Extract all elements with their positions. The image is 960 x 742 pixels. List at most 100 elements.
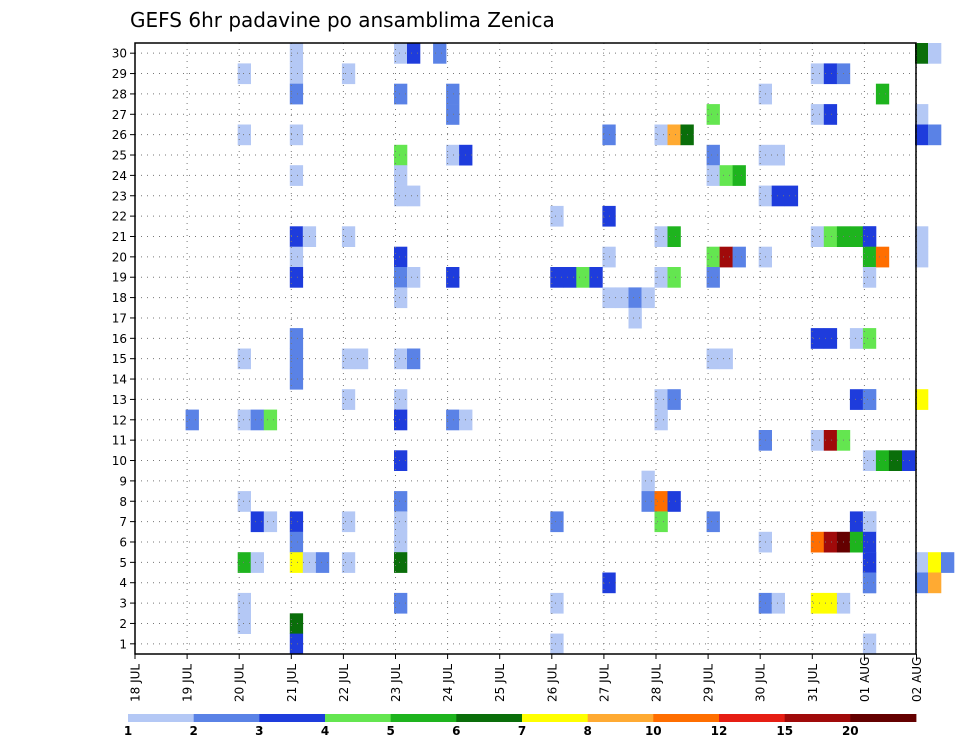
precip-cell bbox=[394, 83, 408, 105]
precip-cell bbox=[706, 267, 720, 288]
precip-cell bbox=[706, 144, 720, 166]
precip-cell bbox=[394, 491, 408, 512]
precip-cell bbox=[576, 267, 590, 288]
precip-cell bbox=[654, 267, 668, 288]
y-tick-label: 21 bbox=[112, 230, 127, 244]
colorbar-label: 20 bbox=[842, 724, 859, 738]
colorbar-label: 2 bbox=[190, 724, 198, 738]
x-tick-label: 19 JUL bbox=[181, 664, 195, 702]
precip-cell bbox=[667, 124, 681, 146]
x-tick-label: 01 AUG bbox=[858, 657, 872, 702]
y-tick-label: 8 bbox=[119, 495, 127, 509]
colorbar-label: 7 bbox=[518, 724, 526, 738]
precip-cell bbox=[237, 124, 251, 146]
y-tick-label: 2 bbox=[119, 617, 127, 631]
precip-cell bbox=[823, 226, 838, 247]
x-tick-label: 27 JUL bbox=[597, 664, 611, 702]
precip-cell bbox=[289, 43, 304, 64]
precip-cell bbox=[862, 328, 877, 349]
x-tick-label: 22 JUL bbox=[337, 664, 351, 702]
precip-cell bbox=[250, 552, 264, 573]
precip-cell bbox=[354, 348, 369, 370]
precip-cell bbox=[394, 592, 408, 614]
x-tick-label: 21 JUL bbox=[285, 664, 299, 702]
precip-cell bbox=[706, 348, 720, 370]
y-tick-label: 13 bbox=[112, 393, 127, 407]
precip-cell bbox=[875, 450, 890, 471]
y-tick-label: 1 bbox=[119, 637, 127, 651]
precip-cell bbox=[875, 246, 890, 268]
precip-cell bbox=[732, 246, 746, 268]
plot-frame bbox=[134, 42, 917, 655]
precip-cell bbox=[862, 267, 877, 288]
precip-cell bbox=[810, 63, 825, 85]
colorbar-label: 1 bbox=[124, 724, 132, 738]
precip-cells bbox=[185, 43, 955, 655]
y-tick-label: 9 bbox=[119, 474, 127, 488]
y-axis-ticks: 1234567891011121314151617181920212223242… bbox=[112, 47, 135, 651]
colorbar-swatch bbox=[522, 714, 589, 722]
precip-cell bbox=[315, 552, 330, 573]
colorbar-swatch bbox=[850, 714, 917, 722]
precip-cell bbox=[407, 348, 421, 370]
colorbar-swatch bbox=[193, 714, 260, 722]
precip-cell bbox=[810, 226, 825, 247]
precip-cell bbox=[771, 185, 785, 207]
chart-title: GEFS 6hr padavine po ansamblima Zenica bbox=[130, 8, 555, 32]
precip-cell bbox=[719, 165, 733, 186]
precip-cell bbox=[928, 552, 942, 573]
y-tick-label: 5 bbox=[119, 556, 127, 570]
y-tick-label: 10 bbox=[112, 454, 127, 468]
precip-cell bbox=[394, 409, 408, 431]
colorbar: 1 2 3 4 5 6 7 8 10 12 15 20 bbox=[124, 714, 917, 738]
precip-cell bbox=[407, 43, 421, 64]
y-tick-label: 16 bbox=[112, 332, 127, 346]
y-tick-label: 6 bbox=[119, 535, 127, 549]
colorbar-swatch bbox=[128, 714, 195, 722]
y-tick-label: 18 bbox=[112, 291, 127, 305]
precip-cell bbox=[862, 633, 877, 655]
precip-cell bbox=[394, 267, 408, 288]
colorbar-label: 3 bbox=[255, 724, 263, 738]
precip-cell bbox=[862, 572, 877, 594]
precip-cell bbox=[289, 124, 304, 146]
precip-cell bbox=[289, 83, 304, 105]
precip-cell bbox=[823, 592, 838, 614]
precip-cell bbox=[667, 491, 681, 512]
precip-cell bbox=[928, 572, 942, 594]
precip-cell bbox=[289, 226, 304, 247]
precip-cell bbox=[706, 246, 720, 268]
precip-cell bbox=[394, 511, 408, 533]
precip-cell bbox=[667, 389, 681, 410]
precip-cell bbox=[719, 246, 733, 268]
precip-cell bbox=[394, 531, 408, 553]
colorbar-label: 6 bbox=[452, 724, 460, 738]
precip-cell bbox=[928, 124, 942, 146]
precip-cell bbox=[394, 144, 408, 166]
precip-cell bbox=[550, 511, 564, 533]
precip-cell bbox=[915, 226, 929, 247]
x-tick-label: 24 JUL bbox=[441, 664, 455, 702]
precip-cell bbox=[849, 389, 864, 410]
precip-cell bbox=[628, 307, 642, 329]
precip-cell bbox=[706, 165, 720, 186]
x-tick-label: 29 JUL bbox=[702, 664, 716, 702]
x-tick-label: 18 JUL bbox=[129, 664, 143, 702]
precip-cell bbox=[862, 226, 877, 247]
precip-cell bbox=[823, 104, 838, 125]
precip-cell bbox=[732, 165, 746, 186]
x-tick-label: 31 JUL bbox=[806, 664, 820, 702]
precip-cell bbox=[862, 511, 877, 533]
precip-cell bbox=[289, 633, 304, 655]
colorbar-swatch bbox=[587, 714, 654, 722]
y-tick-label: 22 bbox=[112, 210, 127, 224]
x-tick-label: 26 JUL bbox=[545, 664, 559, 702]
precip-cell bbox=[550, 267, 564, 288]
precip-cell bbox=[771, 592, 785, 614]
precip-cell bbox=[289, 368, 304, 390]
colorbar-label: 8 bbox=[584, 724, 592, 738]
precip-cell bbox=[446, 144, 460, 166]
y-tick-label: 11 bbox=[112, 434, 127, 448]
y-tick-label: 26 bbox=[112, 128, 127, 142]
precip-cell bbox=[237, 348, 251, 370]
